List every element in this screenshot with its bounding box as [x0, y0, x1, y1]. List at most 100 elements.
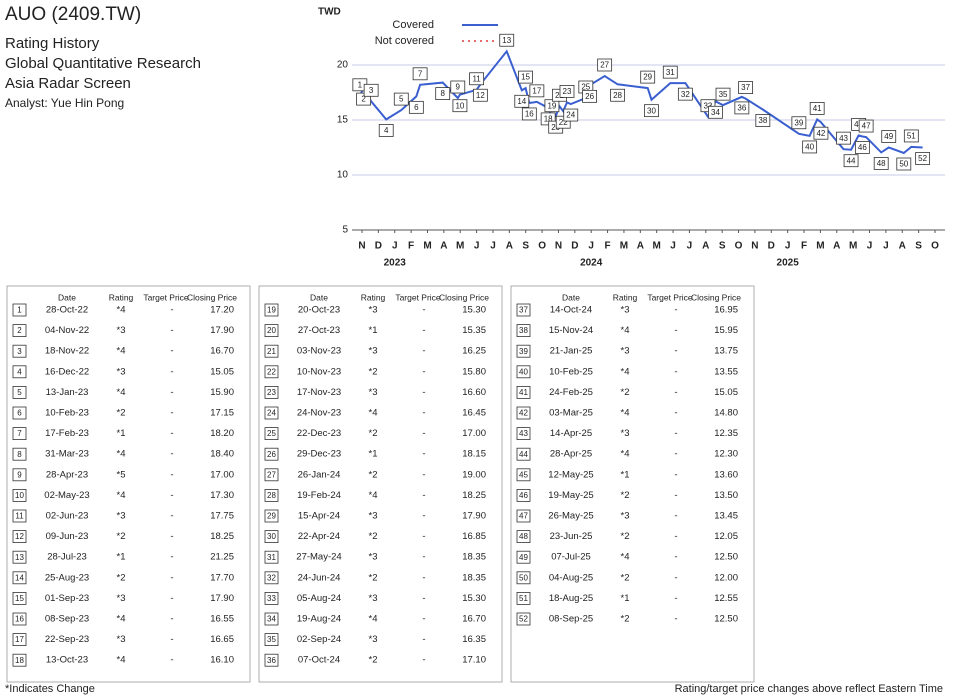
row-number: 33 — [267, 594, 276, 603]
row-number: 12 — [15, 532, 24, 541]
rating-cell: *3 — [621, 305, 630, 316]
rating-cell: *4 — [369, 408, 378, 419]
x-year-label: 2025 — [777, 258, 800, 269]
close-cell: 15.05 — [210, 366, 234, 377]
rating-marker — [854, 141, 870, 154]
rating-marker — [896, 157, 912, 171]
row-number-box — [12, 344, 27, 358]
close-cell: 17.30 — [210, 490, 234, 501]
target-cell: - — [422, 614, 425, 625]
date-cell: 28-Apr-23 — [46, 469, 88, 480]
x-tick-label: A — [702, 241, 709, 252]
rating-marker — [708, 105, 723, 119]
x-tick-label: D — [375, 241, 382, 252]
row-number-box — [12, 550, 27, 564]
target-cell: - — [422, 469, 425, 480]
row-number: 42 — [519, 409, 528, 418]
row-number-box — [264, 488, 279, 502]
rating-cell: *3 — [369, 593, 378, 604]
rating-marker — [843, 154, 859, 168]
date-cell: 19-Feb-24 — [297, 490, 341, 501]
close-cell: 18.25 — [210, 531, 234, 542]
rating-cell: *4 — [621, 552, 630, 563]
rating-marker-label: 51 — [907, 132, 916, 141]
target-cell: - — [674, 572, 677, 583]
x-year-label: 2024 — [580, 258, 603, 269]
row-number-box — [516, 612, 531, 626]
date-cell: 18-Nov-22 — [45, 346, 89, 357]
close-cell: 12.50 — [714, 614, 738, 625]
subtitle: Asia Radar Screen — [5, 75, 131, 92]
date-cell: 22-Apr-24 — [298, 531, 340, 542]
row-number: 27 — [267, 470, 276, 479]
row-number-box — [12, 633, 27, 646]
rating-cell: *2 — [621, 490, 630, 501]
target-cell: - — [170, 366, 173, 377]
rating-cell: *4 — [621, 325, 630, 336]
date-cell: 13-Jan-23 — [46, 387, 89, 398]
rating-cell: *1 — [117, 552, 126, 563]
row-number-box — [264, 344, 279, 358]
close-cell: 15.05 — [714, 387, 738, 398]
date-cell: 10-Feb-25 — [549, 366, 593, 377]
row-number-box — [516, 344, 531, 358]
row-number: 2 — [17, 326, 22, 335]
row-number: 30 — [267, 532, 276, 541]
rating-marker-label: 9 — [456, 83, 461, 92]
rating-marker-label: 52 — [918, 154, 927, 163]
row-number: 37 — [519, 306, 528, 315]
row-number: 21 — [267, 347, 276, 356]
row-number-box — [12, 365, 27, 379]
row-number: 5 — [17, 388, 22, 397]
rating-cell: *1 — [621, 469, 630, 480]
row-number: 26 — [267, 450, 276, 459]
date-cell: 02-Sep-24 — [297, 634, 341, 645]
close-cell: 17.90 — [210, 325, 234, 336]
rating-marker — [363, 83, 379, 97]
target-cell: - — [170, 572, 173, 583]
row-number-box — [12, 488, 27, 502]
rating-marker — [529, 84, 545, 98]
x-tick-label: S — [719, 241, 726, 252]
column-header: Date — [562, 292, 580, 302]
rating-cell: *1 — [621, 593, 630, 604]
rating-marker-label: 49 — [884, 132, 893, 141]
row-number-box — [12, 303, 27, 317]
row-number: 3 — [17, 347, 22, 356]
target-cell: - — [170, 449, 173, 460]
rating-marker-label: 23 — [563, 87, 572, 96]
date-cell: 23-Jun-25 — [550, 531, 593, 542]
x-tick-label: O — [735, 241, 743, 252]
rating-cell: *2 — [117, 531, 126, 542]
rating-marker — [791, 116, 807, 130]
close-cell: 16.60 — [462, 387, 486, 398]
target-cell: - — [170, 387, 173, 398]
row-number: 31 — [267, 553, 276, 562]
row-number-box — [12, 530, 27, 543]
target-cell: - — [674, 614, 677, 625]
close-cell: 18.20 — [210, 428, 234, 439]
rating-marker — [813, 126, 829, 140]
rating-marker — [858, 119, 874, 133]
row-number-box — [12, 653, 27, 667]
close-cell: 15.90 — [210, 387, 234, 398]
rating-marker-label: 24 — [566, 111, 575, 120]
row-number-box — [516, 592, 531, 605]
rating-marker-label: 25 — [581, 83, 590, 92]
date-cell: 31-Mar-23 — [45, 449, 89, 460]
date-cell: 10-Feb-23 — [45, 408, 89, 419]
rating-cell: *3 — [117, 593, 126, 604]
footnote: *Indicates Change — [5, 683, 95, 695]
close-cell: 13.75 — [714, 346, 738, 357]
close-cell: 17.90 — [462, 511, 486, 522]
table-panel — [258, 285, 503, 683]
date-cell: 24-Jun-24 — [298, 572, 341, 583]
rating-marker-label: 2 — [361, 95, 366, 104]
rating-marker — [582, 89, 597, 103]
rating-marker — [518, 70, 533, 84]
x-tick-label: M — [456, 241, 464, 252]
column-header: Target Price — [647, 292, 693, 302]
close-cell: 16.55 — [210, 614, 234, 625]
rating-marker — [738, 81, 754, 94]
rating-marker-label: 38 — [758, 116, 767, 125]
